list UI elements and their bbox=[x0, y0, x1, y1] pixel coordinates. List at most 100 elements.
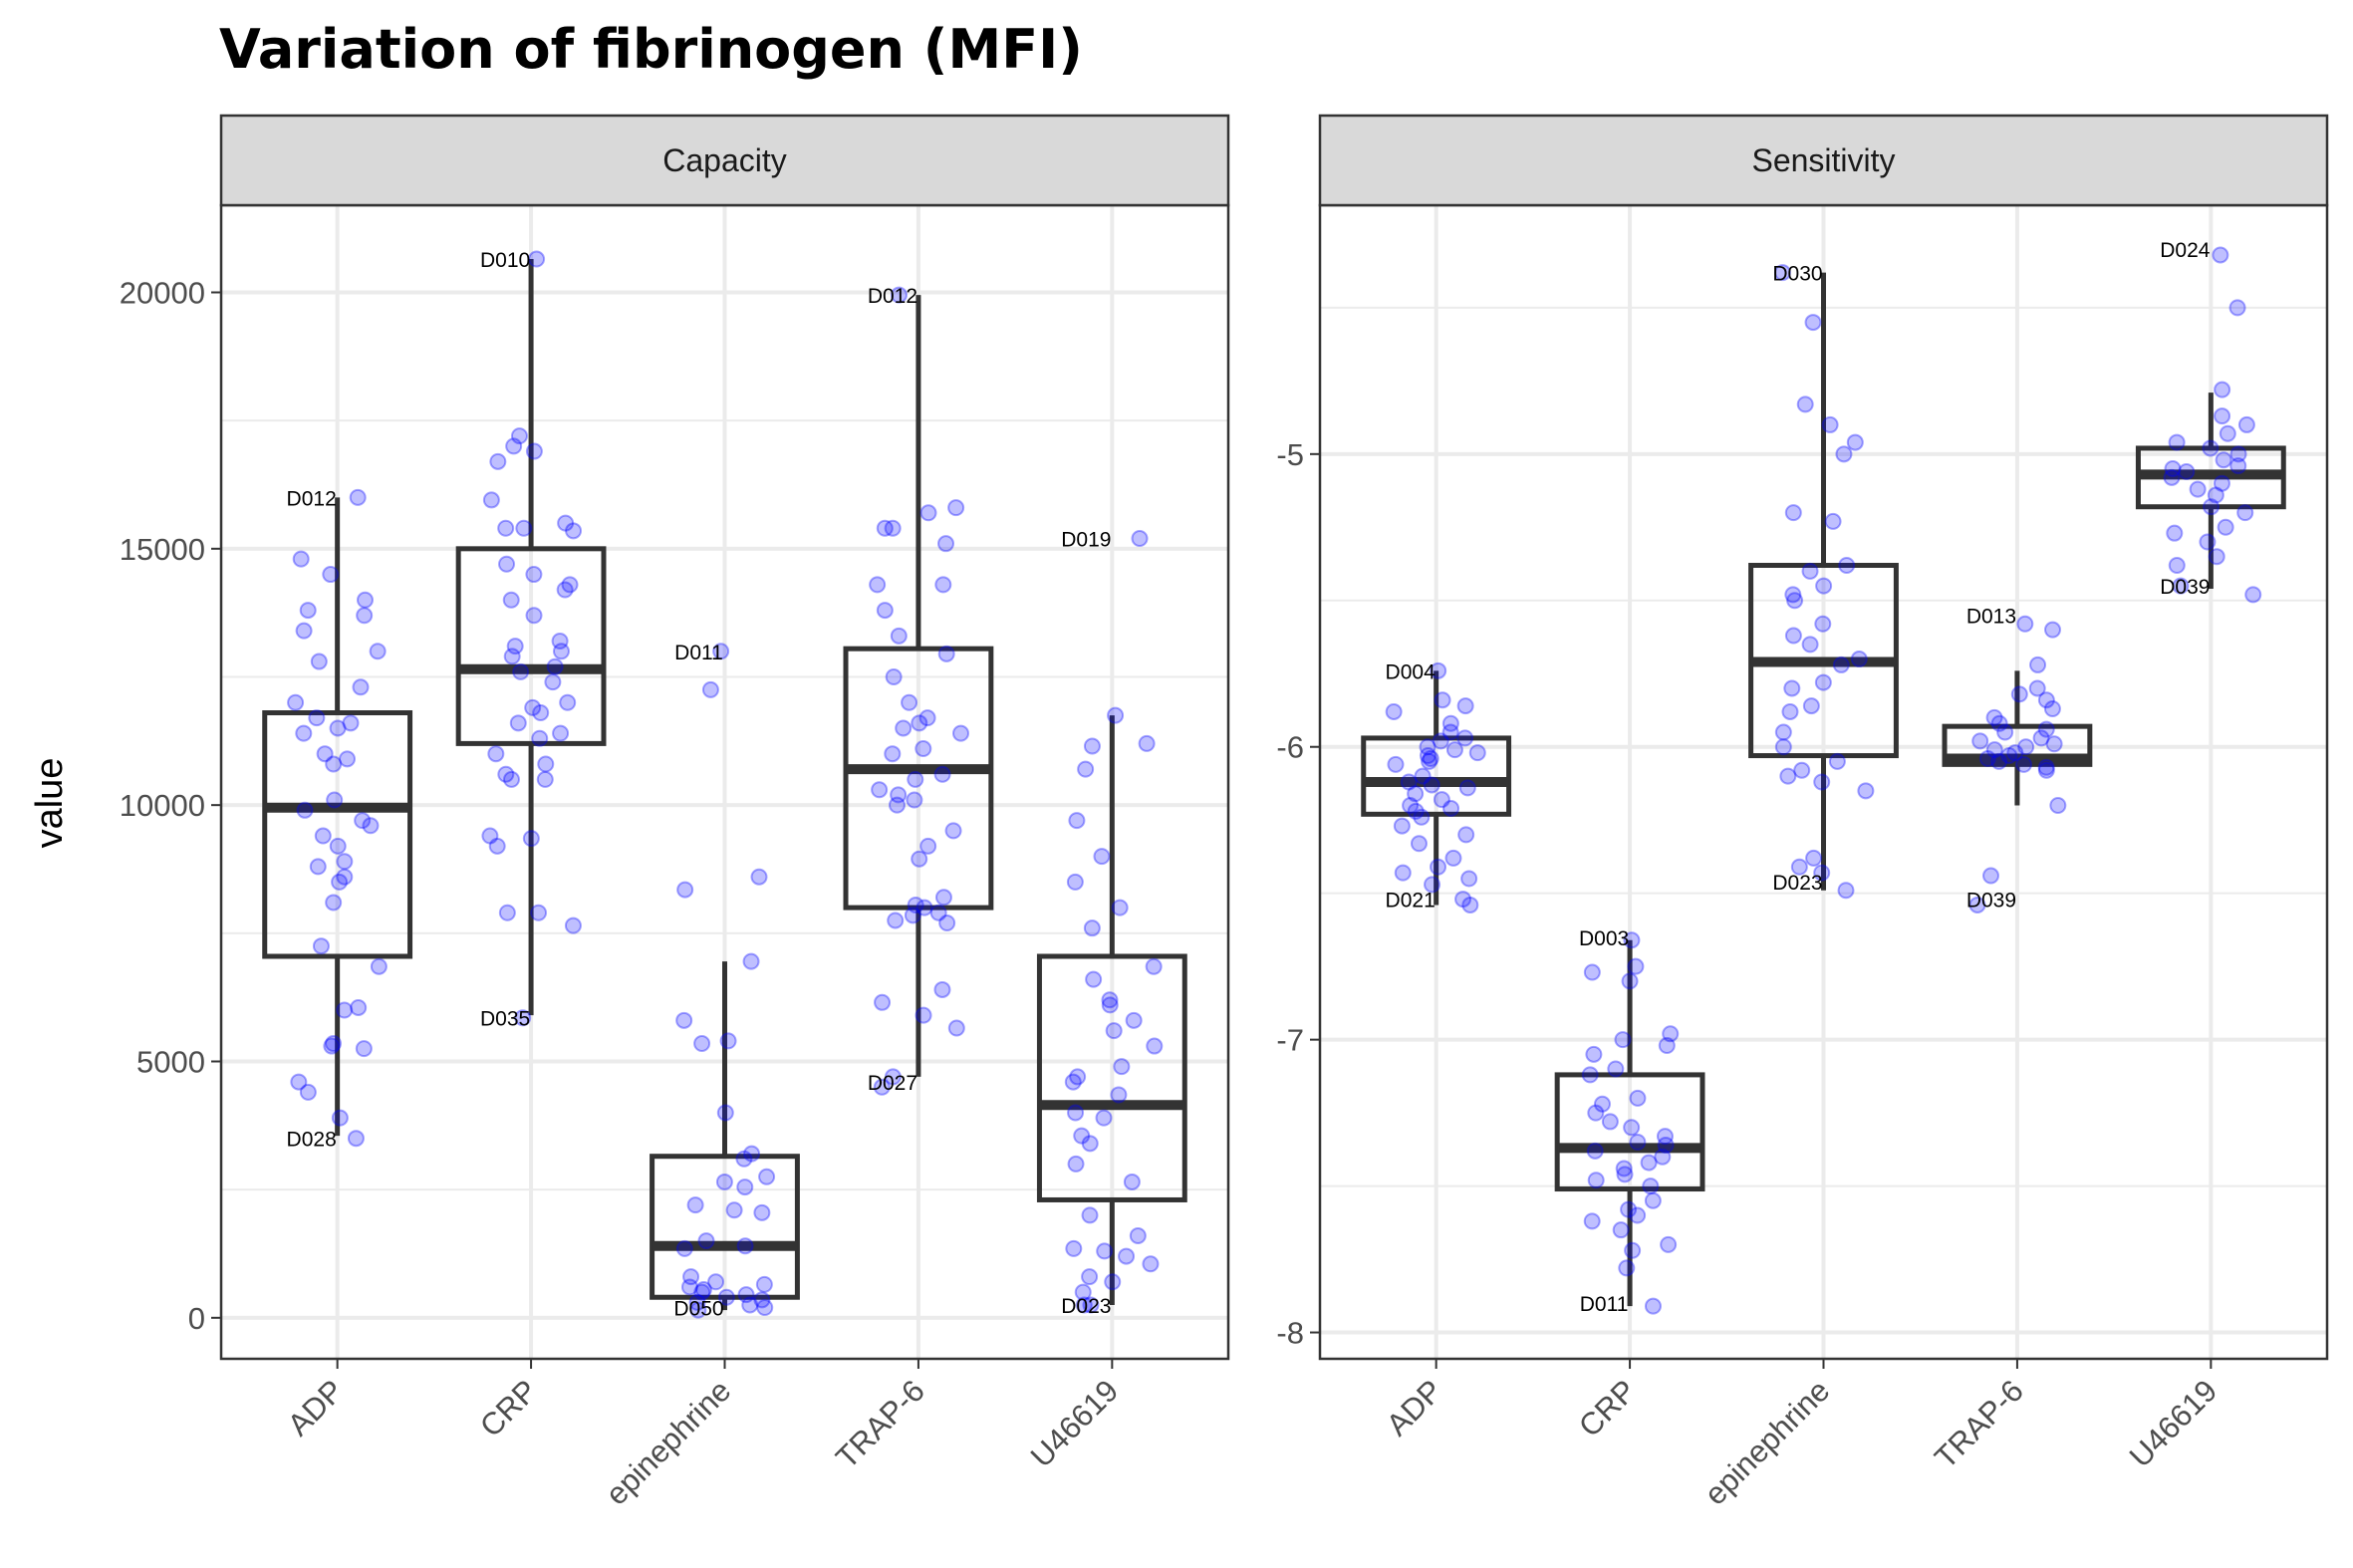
data-point bbox=[354, 812, 372, 830]
data-point bbox=[2037, 761, 2055, 779]
data-point bbox=[715, 1173, 733, 1190]
data-point bbox=[1125, 1011, 1143, 1029]
x-tick-label-trap-6: TRAP-6 bbox=[1928, 1373, 2030, 1475]
data-point bbox=[919, 504, 937, 522]
data-point bbox=[1642, 1177, 1660, 1195]
data-point bbox=[352, 678, 370, 696]
data-point bbox=[888, 796, 906, 814]
data-point bbox=[938, 915, 956, 932]
data-point bbox=[1583, 1212, 1601, 1230]
data-point bbox=[1587, 1104, 1605, 1122]
data-point bbox=[743, 1145, 761, 1163]
data-point bbox=[1850, 651, 1868, 668]
data-point bbox=[2043, 700, 2061, 718]
data-point bbox=[1971, 732, 1989, 750]
data-point bbox=[1142, 1255, 1160, 1273]
data-point bbox=[1077, 760, 1095, 778]
data-point bbox=[693, 1034, 711, 1052]
data-point bbox=[2229, 445, 2247, 463]
data-point bbox=[933, 765, 951, 783]
data-point bbox=[559, 693, 577, 711]
data-point bbox=[2032, 729, 2050, 747]
data-point bbox=[525, 566, 543, 584]
data-point bbox=[947, 1019, 965, 1037]
data-point bbox=[1614, 1031, 1632, 1049]
data-point bbox=[907, 897, 924, 915]
box-trap-6 bbox=[1942, 670, 2093, 806]
data-point bbox=[295, 724, 313, 742]
data-point bbox=[482, 491, 500, 509]
annotation-label: D023 bbox=[1061, 1295, 1111, 1318]
data-point bbox=[1774, 738, 1792, 756]
data-point bbox=[325, 894, 343, 912]
data-point bbox=[2199, 533, 2217, 551]
data-point bbox=[2029, 655, 2047, 673]
data-point bbox=[1096, 1242, 1114, 1260]
data-point bbox=[915, 899, 933, 916]
data-point bbox=[1618, 1259, 1636, 1277]
data-point bbox=[933, 980, 951, 998]
data-point bbox=[1627, 957, 1645, 975]
annotation-label: D027 bbox=[868, 1072, 917, 1095]
data-point bbox=[2164, 460, 2182, 478]
data-point bbox=[515, 519, 533, 537]
annotation-label: D012 bbox=[868, 285, 917, 308]
data-point bbox=[1996, 723, 2014, 741]
box-crp bbox=[455, 259, 607, 1016]
data-point bbox=[874, 993, 892, 1011]
data-point bbox=[1454, 891, 1472, 909]
data-point bbox=[1081, 1268, 1099, 1286]
data-point bbox=[1985, 708, 2003, 726]
data-point bbox=[675, 1011, 693, 1029]
box-crp bbox=[1554, 939, 1705, 1307]
box-body bbox=[1942, 723, 2093, 767]
data-point bbox=[1410, 835, 1428, 853]
data-point bbox=[1623, 931, 1641, 949]
data-point bbox=[2045, 735, 2063, 753]
x-tick-label-u46619: U46619 bbox=[1024, 1373, 1126, 1474]
data-point bbox=[717, 1288, 735, 1306]
data-point bbox=[1145, 957, 1163, 975]
data-point bbox=[2037, 720, 2055, 738]
data-point bbox=[287, 693, 305, 711]
data-point bbox=[1793, 761, 1811, 779]
data-point bbox=[1644, 1297, 1662, 1315]
annotation-label: D035 bbox=[480, 1008, 530, 1031]
data-point bbox=[1433, 791, 1450, 809]
data-point bbox=[697, 1232, 715, 1250]
data-point bbox=[1414, 767, 1432, 785]
data-point bbox=[316, 745, 334, 763]
data-point bbox=[1624, 1241, 1642, 1259]
data-point bbox=[1146, 1037, 1164, 1055]
data-point bbox=[299, 1083, 317, 1101]
data-point bbox=[2006, 744, 2024, 762]
data-point bbox=[1081, 1206, 1099, 1224]
data-point bbox=[1654, 1148, 1672, 1166]
data-point bbox=[1620, 1200, 1638, 1218]
data-point bbox=[1402, 797, 1420, 815]
data-point bbox=[544, 673, 562, 691]
box-adp bbox=[262, 497, 413, 1137]
data-point bbox=[552, 643, 570, 660]
data-point bbox=[895, 719, 913, 737]
data-point bbox=[308, 709, 326, 727]
data-point bbox=[911, 850, 928, 868]
data-point bbox=[525, 442, 543, 460]
y-tick-label: -6 bbox=[1276, 730, 1304, 765]
data-point bbox=[1985, 741, 2003, 759]
data-point bbox=[296, 801, 314, 819]
data-point bbox=[1978, 749, 1996, 767]
data-point bbox=[336, 853, 354, 871]
data-point bbox=[310, 653, 328, 670]
data-point bbox=[1434, 691, 1451, 709]
data-point bbox=[2207, 486, 2224, 504]
data-point bbox=[1656, 1128, 1674, 1146]
data-point bbox=[323, 1037, 341, 1055]
data-point bbox=[1615, 1160, 1633, 1177]
data-point bbox=[1441, 714, 1459, 732]
data-point bbox=[355, 1040, 373, 1058]
data-point bbox=[1067, 1104, 1085, 1122]
data-point bbox=[1113, 1058, 1131, 1076]
data-point bbox=[1430, 661, 1447, 679]
annotation-label: D039 bbox=[2160, 576, 2210, 599]
